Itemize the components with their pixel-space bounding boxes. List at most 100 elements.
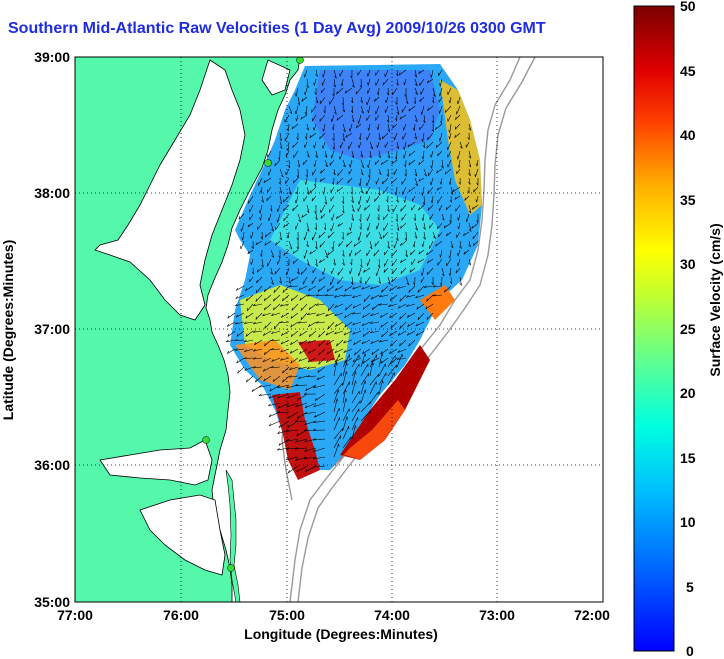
velocity-region-mouth-edge <box>235 340 300 390</box>
velocity-arrow <box>304 411 317 415</box>
velocity-arrow <box>282 294 290 302</box>
velocity-arrow-head <box>378 303 382 306</box>
velocity-arrow <box>374 159 380 165</box>
velocity-arrow <box>373 249 380 257</box>
velocity-arrow <box>361 321 371 327</box>
velocity-arrow <box>312 231 317 241</box>
velocity-arrow <box>274 159 281 167</box>
velocity-region-east-fast <box>420 285 455 320</box>
radar-station <box>227 564 235 572</box>
velocity-arrow <box>235 303 245 306</box>
velocity-arrow-head <box>382 135 384 139</box>
velocity-arrow <box>329 204 335 213</box>
velocity-arrow <box>268 402 281 407</box>
velocity-arrow-head <box>345 307 347 311</box>
velocity-arrow <box>476 159 479 167</box>
velocity-arrow-head <box>369 401 371 405</box>
velocity-arrow-head <box>287 165 291 169</box>
velocity-arrow-head <box>330 155 332 159</box>
velocity-arrow-head <box>300 116 303 120</box>
velocity-arrow <box>455 204 461 212</box>
velocity-arrow-head <box>358 137 361 141</box>
velocity-arrow-head <box>424 173 427 177</box>
velocity-arrow <box>252 267 255 275</box>
velocity-arrow <box>384 69 389 78</box>
velocity-arrow-head <box>244 321 247 324</box>
velocity-arrow-head <box>301 214 304 218</box>
velocity-arrow <box>291 303 299 311</box>
velocity-arrow-head <box>431 100 435 104</box>
velocity-arrow-head <box>396 146 400 149</box>
velocity-arrow-head <box>397 332 401 336</box>
velocity-arrow <box>360 168 364 176</box>
velocity-arrow-head <box>374 161 376 165</box>
velocity-arrow-head <box>438 138 441 142</box>
velocity-arrow <box>336 213 344 220</box>
velocity-arrow <box>440 78 443 87</box>
velocity-arrow-head <box>346 416 348 420</box>
velocity-arrow-head <box>404 164 406 168</box>
velocity-arrow <box>318 339 326 347</box>
velocity-arrow <box>411 204 416 211</box>
velocity-arrow <box>468 240 471 248</box>
velocity-arrow <box>419 123 425 131</box>
velocity-arrow <box>441 213 445 221</box>
velocity-arrow-head <box>386 174 389 177</box>
velocity-arrow-head <box>300 271 303 275</box>
velocity-arrow <box>300 303 308 311</box>
velocity-arrow-head <box>334 111 337 115</box>
velocity-arrow-head <box>288 192 292 195</box>
velocity-arrow-head <box>365 389 367 393</box>
velocity-arrow-head <box>247 224 250 228</box>
velocity-arrow <box>351 150 355 158</box>
velocity-arrow-head <box>324 155 328 158</box>
velocity-arrow <box>370 357 380 363</box>
velocity-arrow-head <box>382 82 384 86</box>
velocity-arrow <box>334 312 344 317</box>
velocity-arrow-head <box>414 119 418 123</box>
velocity-arrow <box>291 276 299 282</box>
velocity-arrow-head <box>304 449 307 452</box>
velocity-arrow <box>351 96 354 104</box>
velocity-arrow-head <box>417 289 419 293</box>
velocity-arrow <box>286 393 299 399</box>
velocity-arrow <box>264 321 272 329</box>
velocity-arrow <box>342 132 345 142</box>
velocity-arrow <box>271 357 281 362</box>
velocity-arrow <box>351 425 356 440</box>
velocity-arrow-head <box>255 289 258 293</box>
velocity-arrow <box>468 258 471 266</box>
velocity-arrow <box>285 168 290 176</box>
velocity-arrow <box>390 321 398 329</box>
colorbar-tick-label: 45 <box>680 63 696 79</box>
velocity-arrow-head <box>457 226 459 230</box>
velocity-arrow-head <box>273 298 275 302</box>
velocity-arrow <box>289 348 299 354</box>
velocity-arrow <box>313 447 326 452</box>
velocity-arrow-head <box>374 198 376 202</box>
velocity-arrow <box>342 381 350 395</box>
velocity-arrow <box>244 339 254 343</box>
velocity-arrow <box>272 375 281 382</box>
velocity-arrow-head <box>279 190 283 194</box>
velocity-arrow <box>359 177 362 187</box>
velocity-arrow-head <box>412 244 415 248</box>
velocity-arrow-head <box>379 294 382 298</box>
velocity-arrow <box>378 186 381 196</box>
velocity-arrow-head <box>287 262 290 266</box>
velocity-arrow <box>279 231 282 241</box>
velocity-arrow <box>398 69 407 76</box>
velocity-arrow-head <box>306 210 310 214</box>
velocity-arrow <box>314 141 317 149</box>
velocity-arrow <box>295 105 299 115</box>
velocity-arrow <box>408 105 416 112</box>
velocity-arrow <box>432 96 435 103</box>
velocity-arrow-head <box>393 137 395 141</box>
velocity-arrow <box>294 384 308 386</box>
velocity-arrow <box>389 348 398 355</box>
velocity-arrow <box>245 312 254 319</box>
velocity-arrow <box>242 231 245 241</box>
velocity-arrow <box>450 276 453 284</box>
velocity-arrow <box>299 294 308 301</box>
velocity-arrow <box>318 357 326 365</box>
